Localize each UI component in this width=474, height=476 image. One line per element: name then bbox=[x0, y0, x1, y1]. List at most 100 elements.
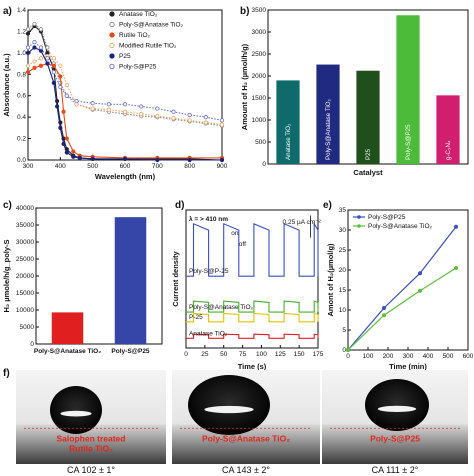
y-tick-label: 0.8 bbox=[17, 71, 26, 78]
data-point bbox=[64, 82, 69, 88]
data-point bbox=[203, 120, 208, 125]
data-point bbox=[90, 156, 95, 162]
x-axis-label: Time (min) bbox=[389, 362, 427, 371]
data-point bbox=[32, 65, 37, 70]
bar bbox=[316, 64, 340, 164]
data-point bbox=[219, 157, 225, 163]
data-point bbox=[25, 27, 31, 32]
data-point bbox=[64, 150, 69, 155]
data-point bbox=[90, 101, 95, 106]
data-point bbox=[61, 109, 66, 114]
contact-angle-label: CA 111 ± 2° bbox=[372, 465, 419, 475]
data-point bbox=[187, 112, 192, 118]
data-point bbox=[71, 154, 76, 159]
data-point bbox=[346, 348, 350, 352]
data-point bbox=[171, 116, 176, 121]
panel-e-h2-time-chart: 0 100 200 300 400 500 600 0 5 10 15 20 25 30 35 Time (m… bbox=[326, 207, 474, 371]
panel-label-f: f) bbox=[3, 368, 10, 379]
y-tick-label: 25000 bbox=[16, 256, 34, 263]
y-tick-label: 5 bbox=[342, 327, 346, 334]
data-point bbox=[219, 122, 225, 127]
data-point bbox=[25, 70, 31, 75]
data-point bbox=[155, 106, 160, 111]
legend-marker bbox=[109, 32, 115, 38]
y-tick-label: 1.4 bbox=[17, 7, 26, 14]
x-axis-label: Time (s) bbox=[238, 362, 267, 371]
data-point bbox=[106, 102, 111, 107]
water-droplet bbox=[188, 375, 270, 435]
data-point bbox=[45, 61, 50, 66]
y-tick-label: 3000 bbox=[252, 29, 267, 36]
contact-angle-label: CA 102 ± 1° bbox=[67, 465, 115, 475]
x-category-label: Poly-S@Anatase TiO₂ bbox=[34, 348, 101, 355]
data-point bbox=[51, 70, 56, 75]
water-droplet bbox=[365, 379, 429, 431]
data-point bbox=[51, 80, 56, 85]
y-tick-label: 10 bbox=[339, 307, 347, 314]
photo-caption: Poly-S@P25 bbox=[370, 433, 420, 443]
y-axis-label: Current density bbox=[171, 250, 180, 306]
y-tick-label: 1000 bbox=[252, 117, 267, 124]
y-tick-label: 1.2 bbox=[17, 28, 26, 35]
data-point bbox=[219, 118, 225, 123]
legend-label: Poly-S@P25 bbox=[119, 64, 157, 71]
x-tick-label: 75 bbox=[239, 351, 247, 358]
data-point bbox=[32, 21, 37, 27]
data-point bbox=[58, 63, 63, 68]
bar bbox=[436, 95, 460, 164]
y-tick-label: 0 bbox=[262, 161, 266, 168]
y-tick-label: 20000 bbox=[16, 273, 34, 280]
y-tick-label: 2500 bbox=[252, 51, 267, 58]
x-tick-label: 100 bbox=[363, 353, 374, 360]
x-tick-label: 800 bbox=[184, 163, 195, 170]
panel-d-photocurrent-chart: 0 25 50 75 100 125 150 175 Time (s) Current densi… bbox=[171, 209, 324, 371]
y-tick-label: 25 bbox=[339, 247, 347, 254]
x-tick-label: 175 bbox=[313, 351, 324, 358]
data-point bbox=[382, 306, 386, 310]
data-point bbox=[454, 224, 458, 229]
x-tick-label: 0 bbox=[184, 351, 188, 358]
x-tick-label: 400 bbox=[55, 163, 66, 170]
bar-label: Poly-S@Anatase TiO₂ bbox=[325, 98, 332, 160]
droplet-highlight bbox=[377, 405, 417, 413]
y-tick-label: 3500 bbox=[252, 7, 267, 14]
data-point bbox=[203, 115, 208, 120]
legend-label: Modified Rutile TiO₂ bbox=[119, 43, 177, 50]
x-tick-label: 900 bbox=[217, 163, 228, 170]
data-point bbox=[61, 141, 66, 147]
water-droplet bbox=[50, 386, 102, 434]
bar-label: Poly-S@P25 bbox=[405, 124, 412, 160]
y-tick-label: 0.6 bbox=[17, 93, 26, 100]
x-tick-label: 500 bbox=[87, 163, 98, 170]
data-point bbox=[45, 45, 50, 50]
x-axis-label: Wavelength (nm) bbox=[95, 172, 156, 181]
legend-marker bbox=[109, 21, 115, 28]
data-point bbox=[38, 45, 44, 50]
data-point bbox=[71, 149, 76, 154]
bar-label: P25 bbox=[365, 148, 372, 160]
data-point bbox=[122, 109, 128, 114]
y-tick-label: 35 bbox=[339, 207, 347, 214]
data-point bbox=[122, 156, 128, 162]
y-tick-label: 40000 bbox=[16, 205, 34, 212]
data-point bbox=[418, 288, 422, 293]
legend-label: Poly-S@Anatase TiO₂ bbox=[368, 223, 433, 230]
data-point bbox=[58, 85, 63, 90]
data-point bbox=[64, 93, 69, 98]
data-point bbox=[418, 271, 422, 276]
x-tick-label: 400 bbox=[423, 353, 434, 360]
y-tick-label: 0.0 bbox=[17, 157, 26, 164]
y-tick-label: 0.2 bbox=[17, 136, 26, 143]
panel-label-b: b) bbox=[240, 6, 249, 17]
droplet-highlight bbox=[60, 410, 92, 417]
data-point bbox=[187, 157, 192, 163]
x-tick-label: 600 bbox=[463, 353, 474, 360]
legend-marker bbox=[109, 11, 115, 17]
panel-label-e: e) bbox=[323, 200, 332, 211]
substrate-surface bbox=[322, 424, 468, 464]
y-axis-label: H₂ µmole/h/g_poly-S bbox=[2, 239, 11, 312]
x-tick-label: 300 bbox=[403, 353, 414, 360]
data-point bbox=[58, 125, 63, 130]
photo-caption: Salophen treated bbox=[57, 433, 126, 443]
